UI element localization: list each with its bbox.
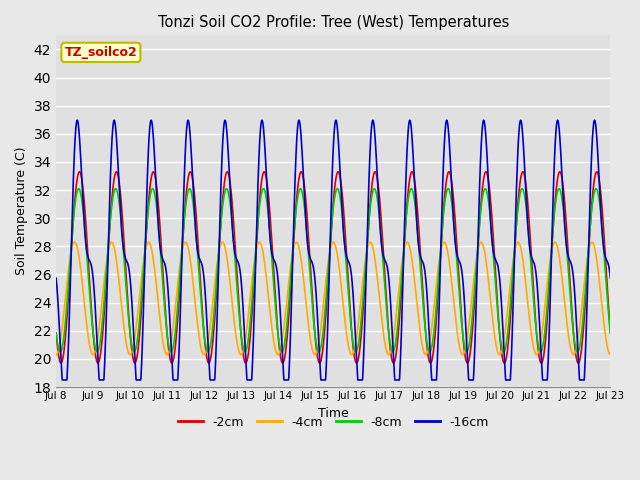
-2cm bbox=[52, 330, 60, 336]
-2cm bbox=[207, 355, 214, 361]
-2cm bbox=[495, 320, 502, 325]
-2cm bbox=[362, 274, 369, 279]
-4cm bbox=[71, 239, 79, 245]
-4cm bbox=[607, 352, 614, 358]
-16cm bbox=[573, 337, 581, 343]
Title: Tonzi Soil CO2 Profile: Tree (West) Temperatures: Tonzi Soil CO2 Profile: Tree (West) Temp… bbox=[157, 15, 509, 30]
-4cm bbox=[207, 316, 215, 322]
Line: -4cm: -4cm bbox=[56, 242, 611, 355]
Line: -16cm: -16cm bbox=[56, 120, 611, 380]
-16cm bbox=[110, 118, 118, 123]
-2cm bbox=[573, 359, 581, 365]
-8cm bbox=[518, 186, 526, 192]
-2cm bbox=[349, 345, 357, 350]
-16cm bbox=[495, 268, 502, 274]
-8cm bbox=[573, 349, 581, 355]
-2cm bbox=[463, 360, 471, 366]
-8cm bbox=[362, 265, 369, 271]
-16cm bbox=[58, 377, 66, 383]
-4cm bbox=[349, 349, 357, 355]
-4cm bbox=[52, 352, 60, 358]
-16cm bbox=[362, 286, 370, 291]
-8cm bbox=[52, 330, 60, 336]
-4cm bbox=[495, 351, 502, 357]
-8cm bbox=[558, 195, 566, 201]
-8cm bbox=[495, 317, 502, 323]
-16cm bbox=[207, 377, 215, 383]
-8cm bbox=[349, 341, 357, 347]
-2cm bbox=[445, 169, 452, 175]
-2cm bbox=[607, 330, 614, 336]
-16cm bbox=[607, 276, 614, 281]
-2cm bbox=[558, 175, 566, 180]
-4cm bbox=[362, 256, 369, 262]
-8cm bbox=[500, 349, 508, 355]
-16cm bbox=[350, 301, 358, 307]
-4cm bbox=[573, 342, 581, 348]
Text: TZ_soilco2: TZ_soilco2 bbox=[65, 46, 137, 59]
X-axis label: Time: Time bbox=[318, 407, 349, 420]
-16cm bbox=[52, 276, 60, 281]
Line: -2cm: -2cm bbox=[56, 172, 611, 363]
-4cm bbox=[558, 272, 566, 277]
Y-axis label: Soil Temperature (C): Soil Temperature (C) bbox=[15, 147, 28, 276]
Line: -8cm: -8cm bbox=[56, 189, 611, 352]
Legend: -2cm, -4cm, -8cm, -16cm: -2cm, -4cm, -8cm, -16cm bbox=[173, 410, 494, 433]
-16cm bbox=[558, 171, 566, 177]
-8cm bbox=[207, 341, 214, 347]
-8cm bbox=[607, 330, 614, 336]
